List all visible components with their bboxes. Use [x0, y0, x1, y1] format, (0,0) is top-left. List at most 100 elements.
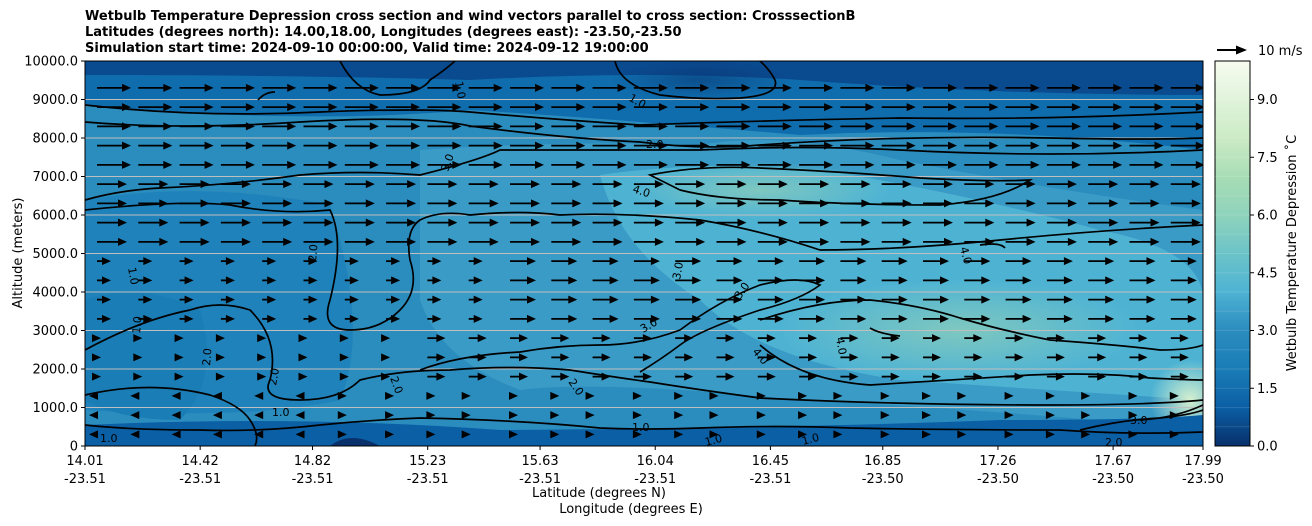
wind-vector — [262, 314, 277, 323]
wind-vector — [179, 295, 194, 304]
colorbar-label: Wetbulb Temperature Depression ˚C — [1284, 135, 1300, 372]
wind-vector — [1088, 372, 1107, 381]
wind-vector — [1088, 218, 1119, 227]
wind-vector — [303, 180, 334, 189]
wind-vector — [881, 141, 916, 150]
wind-vector — [427, 353, 446, 362]
wind-vector — [298, 372, 308, 381]
wind-vector — [1129, 160, 1164, 169]
wind-vector — [303, 160, 338, 169]
wind-vector — [174, 334, 184, 343]
wind-vector — [344, 160, 379, 169]
wind-vector — [344, 141, 379, 150]
wind-vector — [385, 391, 395, 400]
wind-vector — [592, 237, 623, 246]
wind-vector — [716, 257, 743, 266]
wind-vector — [303, 83, 338, 92]
wind-vector — [1128, 430, 1138, 439]
wind-vector — [964, 141, 999, 150]
wind-vector — [339, 334, 349, 343]
wind-vector — [1045, 391, 1055, 400]
wind-vector — [756, 430, 766, 439]
wind-vector — [592, 141, 627, 150]
wind-vector — [1170, 83, 1203, 92]
wind-vector — [212, 411, 222, 420]
wind-vector — [716, 103, 751, 112]
wind-vector — [757, 199, 788, 208]
wind-vector — [89, 391, 98, 400]
wind-vector — [964, 276, 991, 285]
colorbar-level-lines — [1215, 79, 1250, 428]
wind-vector — [344, 295, 359, 304]
contour-lines — [85, 61, 1203, 446]
wind-vector — [923, 180, 953, 189]
wind-vector — [1170, 353, 1189, 362]
chart-title: Wetbulb Temperature Depression cross sec… — [85, 9, 855, 57]
wind-vector — [426, 430, 436, 439]
wind-vector — [386, 314, 401, 323]
contour-line-4c — [759, 344, 1203, 386]
wind-vector — [386, 295, 401, 304]
wind-vector — [633, 83, 668, 92]
wind-vector — [757, 295, 784, 304]
y-tick-label: 3000.0 — [33, 324, 79, 339]
wind-vector — [551, 180, 582, 189]
wind-vector — [344, 83, 379, 92]
x-tick-label-lat: 16.85 — [864, 454, 901, 469]
wind-vector — [633, 257, 660, 266]
wind-vector — [1005, 83, 1040, 92]
wind-vector — [1170, 276, 1197, 285]
wind-vector — [964, 199, 995, 208]
wind-vector — [89, 411, 98, 420]
wind-vector — [1005, 160, 1040, 169]
wind-vector — [468, 122, 503, 131]
wind-vector — [386, 160, 421, 169]
wind-vector — [337, 430, 347, 439]
wind-vector — [881, 199, 912, 208]
wind-vector — [386, 257, 401, 266]
wind-vector — [585, 430, 595, 439]
wind-vector — [1046, 103, 1081, 112]
wind-vector — [799, 353, 818, 362]
wind-vector — [709, 391, 719, 400]
wind-vector — [303, 218, 334, 227]
wind-vector — [551, 141, 586, 150]
x-tick-label-lon: -23.50 — [977, 472, 1019, 487]
wind-vector — [592, 103, 627, 112]
wind-vector — [923, 257, 949, 266]
wind-vector — [1170, 160, 1203, 169]
wind-vector — [1129, 295, 1156, 304]
wind-vector — [468, 103, 503, 112]
wind-vector — [344, 180, 375, 189]
y-tick-label: 8000.0 — [33, 132, 79, 147]
wind-vector — [179, 122, 214, 131]
wind-vector — [964, 103, 999, 112]
y-tick-label: 5000.0 — [33, 247, 79, 262]
wind-vector — [551, 257, 578, 266]
wind-vector — [964, 83, 999, 92]
wind-vector — [381, 334, 391, 343]
contour-line-4b — [759, 299, 1203, 351]
wind-vector — [757, 180, 788, 189]
wind-vector — [833, 391, 843, 400]
wind-vector — [840, 353, 859, 362]
wind-vector — [550, 391, 560, 400]
x-tick-label-lat: 14.82 — [294, 454, 331, 469]
wind-vector — [426, 391, 436, 400]
wind-vector — [1046, 334, 1065, 343]
wind-vector — [585, 391, 595, 400]
colorbar-tick-label: 7.5 — [1257, 151, 1278, 166]
wind-vector — [1046, 180, 1077, 189]
wind-vector — [386, 199, 417, 208]
wind-vector — [468, 160, 503, 169]
wind-vector — [799, 180, 830, 189]
wind-vector — [922, 430, 931, 439]
wind-vector — [386, 122, 421, 131]
wind-vector — [510, 257, 536, 266]
wind-vector — [179, 237, 210, 246]
wind-vector — [1005, 314, 1032, 323]
wind-vector — [716, 334, 735, 343]
wind-vector — [632, 391, 642, 400]
colorbar-tick-label: 0.0 — [1257, 440, 1278, 455]
wind-vector — [386, 103, 421, 112]
